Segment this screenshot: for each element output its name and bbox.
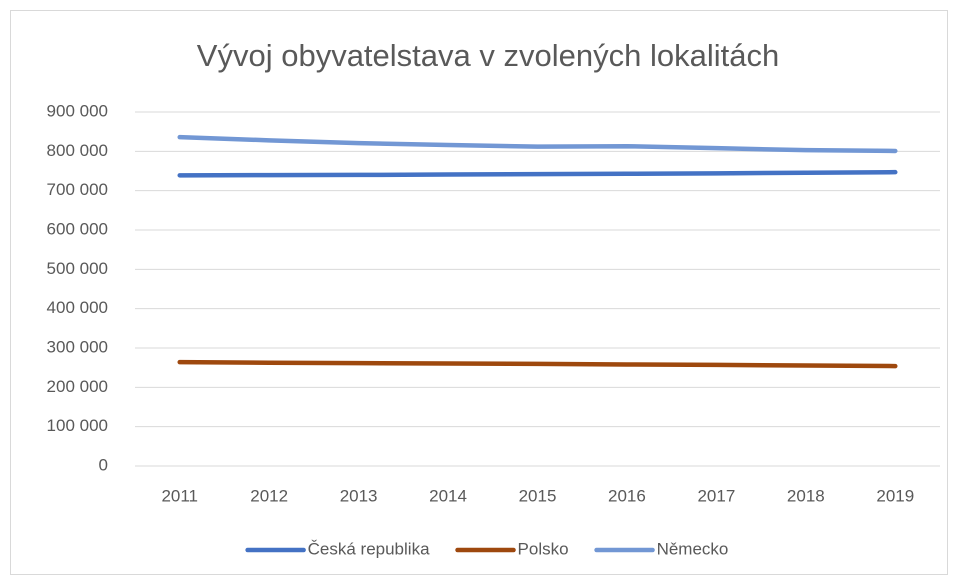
x-tick-label: 2011 <box>161 486 198 505</box>
x-tick-label: 2019 <box>876 486 914 505</box>
y-tick-label: 900 000 <box>47 101 108 120</box>
legend-label: Německo <box>657 539 729 558</box>
series-line <box>177 169 898 178</box>
chart-title: Vývoj obyvatelstava v zvolených lokalitá… <box>197 38 779 73</box>
y-tick-label: 700 000 <box>47 180 108 199</box>
x-tick-label: 2014 <box>429 486 467 505</box>
x-tick-label: 2013 <box>340 486 378 505</box>
y-tick-label: 600 000 <box>47 219 108 238</box>
chart-frame <box>10 10 948 575</box>
x-tick-label: 2017 <box>697 486 735 505</box>
x-tick-label: 2015 <box>519 486 557 505</box>
x-tick-label: 2018 <box>787 486 825 505</box>
series-line <box>177 134 898 154</box>
legend-label: Polsko <box>518 539 569 558</box>
y-tick-label: 800 000 <box>47 141 108 160</box>
y-tick-label: 100 000 <box>47 416 108 435</box>
x-tick-label: 2012 <box>250 486 288 505</box>
x-tick-label: 2016 <box>608 486 646 505</box>
y-tick-label: 500 000 <box>47 259 108 278</box>
series-line <box>177 359 898 369</box>
y-tick-label: 200 000 <box>47 377 108 396</box>
legend-label: Česká republika <box>308 539 430 558</box>
y-tick-label: 0 <box>99 455 108 474</box>
y-tick-label: 300 000 <box>47 337 108 356</box>
y-tick-label: 400 000 <box>47 298 108 317</box>
